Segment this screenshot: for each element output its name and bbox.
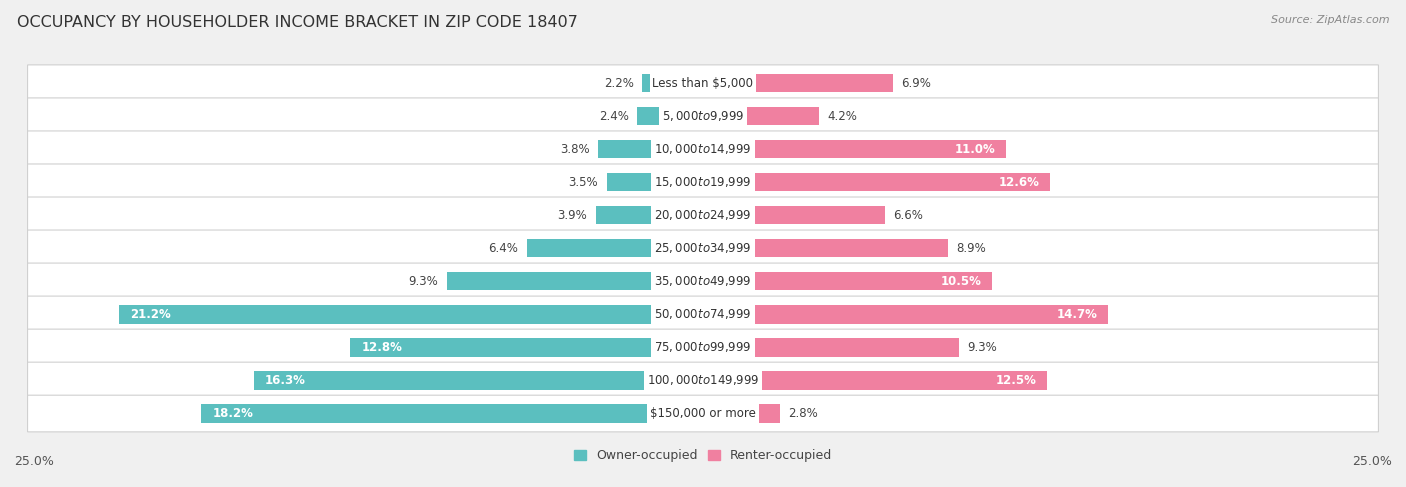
Text: 18.2%: 18.2% <box>212 407 253 420</box>
Text: Less than $5,000: Less than $5,000 <box>652 77 754 90</box>
Bar <box>703 206 884 225</box>
Text: 25.0%: 25.0% <box>14 454 53 468</box>
FancyBboxPatch shape <box>28 164 1378 201</box>
Text: 21.2%: 21.2% <box>129 308 170 321</box>
Bar <box>703 338 959 356</box>
Text: 4.2%: 4.2% <box>827 110 856 123</box>
Text: Source: ZipAtlas.com: Source: ZipAtlas.com <box>1271 15 1389 25</box>
FancyBboxPatch shape <box>28 296 1378 333</box>
Text: 3.8%: 3.8% <box>561 143 591 156</box>
Bar <box>254 372 703 390</box>
Bar <box>643 74 703 93</box>
Text: 14.7%: 14.7% <box>1056 308 1097 321</box>
Text: 3.9%: 3.9% <box>558 209 588 222</box>
Bar <box>703 239 948 258</box>
Text: 11.0%: 11.0% <box>955 143 995 156</box>
Text: $10,000 to $14,999: $10,000 to $14,999 <box>654 142 752 156</box>
Text: $5,000 to $9,999: $5,000 to $9,999 <box>662 109 744 123</box>
Bar <box>703 173 1050 191</box>
Text: 16.3%: 16.3% <box>264 374 305 387</box>
Text: $20,000 to $24,999: $20,000 to $24,999 <box>654 208 752 223</box>
Text: $35,000 to $49,999: $35,000 to $49,999 <box>654 274 752 288</box>
FancyBboxPatch shape <box>28 395 1378 432</box>
FancyBboxPatch shape <box>28 263 1378 300</box>
Text: 12.8%: 12.8% <box>361 341 402 354</box>
Text: OCCUPANCY BY HOUSEHOLDER INCOME BRACKET IN ZIP CODE 18407: OCCUPANCY BY HOUSEHOLDER INCOME BRACKET … <box>17 15 578 30</box>
Bar <box>596 206 703 225</box>
Bar <box>703 140 1007 158</box>
Text: 6.9%: 6.9% <box>901 77 931 90</box>
Bar <box>703 404 780 423</box>
FancyBboxPatch shape <box>28 65 1378 102</box>
FancyBboxPatch shape <box>28 230 1378 267</box>
Bar <box>703 305 1108 323</box>
Text: $50,000 to $74,999: $50,000 to $74,999 <box>654 307 752 321</box>
Bar <box>703 107 818 125</box>
Bar <box>527 239 703 258</box>
Text: 3.5%: 3.5% <box>568 176 599 189</box>
Text: $15,000 to $19,999: $15,000 to $19,999 <box>654 175 752 189</box>
FancyBboxPatch shape <box>28 329 1378 366</box>
Bar <box>703 74 893 93</box>
Bar <box>350 338 703 356</box>
Text: 2.4%: 2.4% <box>599 110 628 123</box>
FancyBboxPatch shape <box>28 362 1378 399</box>
FancyBboxPatch shape <box>28 131 1378 168</box>
Text: $25,000 to $34,999: $25,000 to $34,999 <box>654 242 752 255</box>
Bar <box>599 140 703 158</box>
FancyBboxPatch shape <box>28 197 1378 234</box>
Text: 8.9%: 8.9% <box>956 242 986 255</box>
Text: 9.3%: 9.3% <box>967 341 997 354</box>
Bar <box>703 372 1047 390</box>
Text: 25.0%: 25.0% <box>1353 454 1392 468</box>
Legend: Owner-occupied, Renter-occupied: Owner-occupied, Renter-occupied <box>574 450 832 463</box>
Bar <box>637 107 703 125</box>
Text: 2.8%: 2.8% <box>789 407 818 420</box>
Text: 12.6%: 12.6% <box>998 176 1039 189</box>
Text: $150,000 or more: $150,000 or more <box>650 407 756 420</box>
Bar <box>703 272 993 290</box>
Bar <box>606 173 703 191</box>
Text: 10.5%: 10.5% <box>941 275 981 288</box>
Text: 2.2%: 2.2% <box>605 77 634 90</box>
Text: 6.6%: 6.6% <box>893 209 922 222</box>
Bar <box>201 404 703 423</box>
Text: 9.3%: 9.3% <box>409 275 439 288</box>
Text: 12.5%: 12.5% <box>995 374 1036 387</box>
Text: $100,000 to $149,999: $100,000 to $149,999 <box>647 374 759 388</box>
Bar <box>447 272 703 290</box>
FancyBboxPatch shape <box>28 98 1378 134</box>
Text: $75,000 to $99,999: $75,000 to $99,999 <box>654 340 752 355</box>
Bar <box>118 305 703 323</box>
Text: 6.4%: 6.4% <box>488 242 519 255</box>
